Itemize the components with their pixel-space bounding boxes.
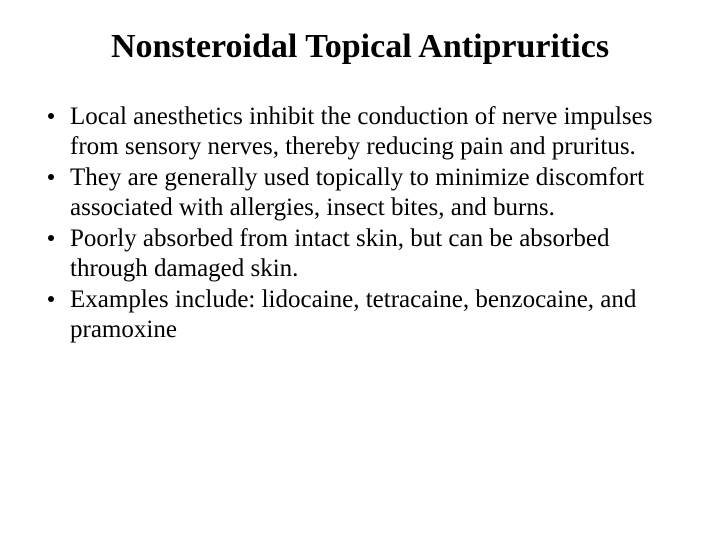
bullet-text: They are generally used topically to min… (70, 164, 644, 221)
slide-title: Nonsteroidal Topical Antipruritics (36, 28, 684, 66)
bullet-icon (48, 296, 54, 302)
bullet-icon (48, 235, 54, 241)
list-item: Poorly absorbed from intact skin, but ca… (36, 224, 684, 283)
bullet-text: Poorly absorbed from intact skin, but ca… (70, 225, 609, 282)
list-item: They are generally used topically to min… (36, 163, 684, 222)
bullet-text: Examples include: lidocaine, tetracaine,… (70, 286, 636, 343)
bullet-text: Local anesthetics inhibit the conduction… (70, 103, 652, 160)
bullet-list: Local anesthetics inhibit the conduction… (36, 102, 684, 344)
list-item: Local anesthetics inhibit the conduction… (36, 102, 684, 161)
bullet-icon (48, 113, 54, 119)
bullet-icon (48, 174, 54, 180)
list-item: Examples include: lidocaine, tetracaine,… (36, 285, 684, 344)
